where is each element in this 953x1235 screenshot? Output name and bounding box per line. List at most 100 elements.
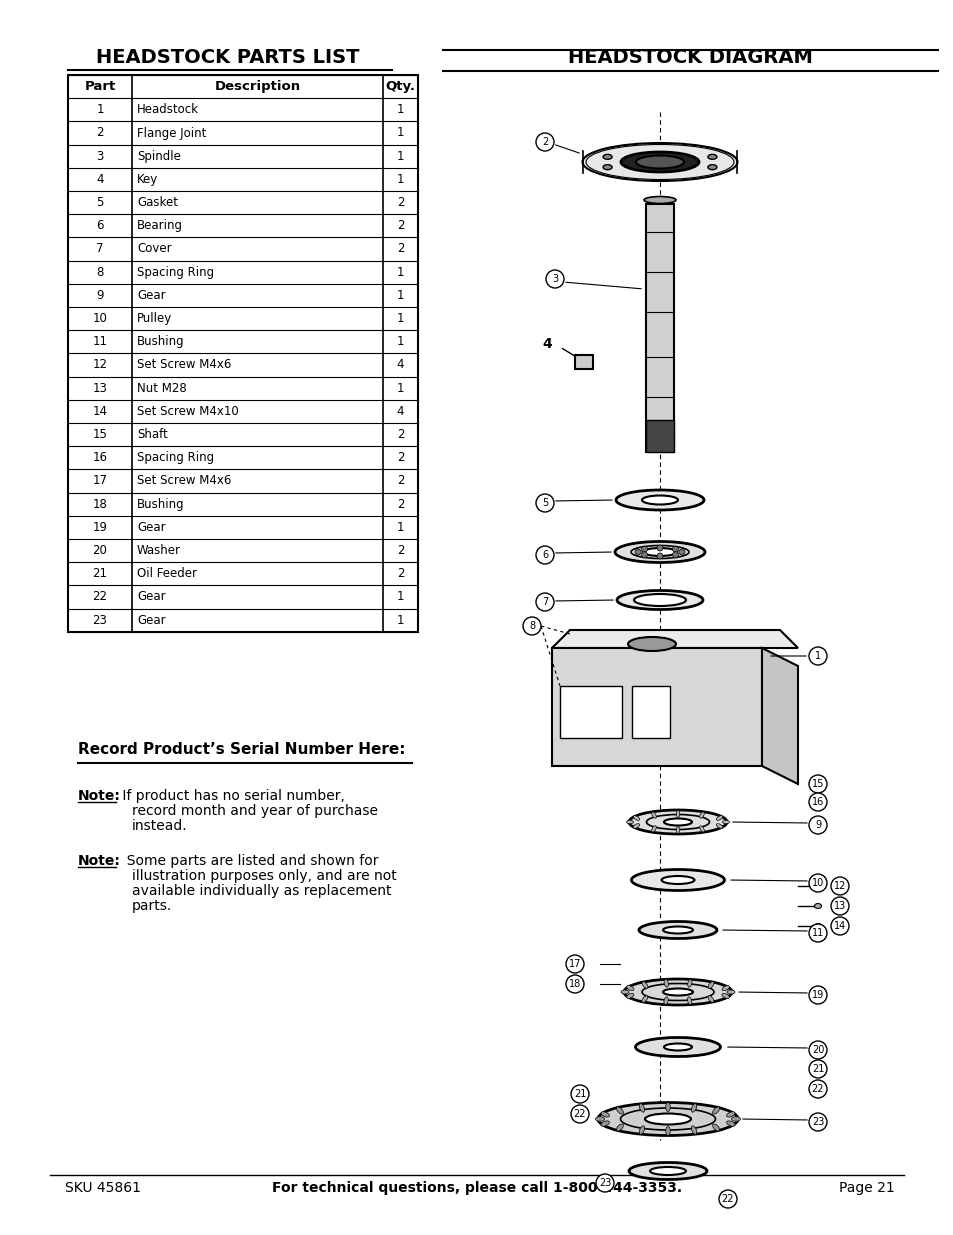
- Circle shape: [596, 1174, 614, 1192]
- Text: 2: 2: [396, 220, 404, 232]
- Polygon shape: [761, 648, 797, 784]
- Text: 20: 20: [92, 545, 108, 557]
- Text: 12: 12: [833, 881, 845, 890]
- Text: Shaft: Shaft: [137, 429, 168, 441]
- Circle shape: [808, 1079, 826, 1098]
- Text: If product has no serial number,: If product has no serial number,: [118, 789, 345, 803]
- Text: Spindle: Spindle: [137, 149, 181, 163]
- Circle shape: [808, 1041, 826, 1058]
- Text: 9: 9: [96, 289, 104, 301]
- Text: Bushing: Bushing: [137, 335, 185, 348]
- Text: parts.: parts.: [132, 899, 172, 913]
- Ellipse shape: [628, 1162, 706, 1179]
- Text: 1: 1: [396, 289, 404, 301]
- Text: 13: 13: [92, 382, 108, 395]
- Text: Key: Key: [137, 173, 158, 186]
- Ellipse shape: [712, 1107, 719, 1114]
- Text: Cover: Cover: [137, 242, 172, 256]
- Text: Part: Part: [84, 80, 115, 93]
- Text: 1: 1: [96, 104, 104, 116]
- Ellipse shape: [663, 819, 691, 825]
- Bar: [68, 75, 417, 632]
- Text: 1: 1: [396, 173, 404, 186]
- Ellipse shape: [651, 826, 656, 832]
- Ellipse shape: [600, 1121, 609, 1126]
- Ellipse shape: [639, 1104, 644, 1113]
- Circle shape: [808, 986, 826, 1004]
- Text: 23: 23: [811, 1116, 823, 1128]
- Ellipse shape: [665, 1126, 670, 1135]
- Text: 3: 3: [552, 274, 558, 284]
- Text: 11: 11: [811, 927, 823, 939]
- Ellipse shape: [623, 979, 731, 1005]
- Ellipse shape: [687, 997, 691, 1005]
- Ellipse shape: [600, 1112, 609, 1118]
- Ellipse shape: [707, 164, 716, 169]
- Ellipse shape: [628, 810, 726, 834]
- Circle shape: [565, 955, 583, 973]
- Ellipse shape: [595, 1116, 604, 1121]
- Circle shape: [672, 546, 678, 552]
- Text: Set Screw M4x6: Set Screw M4x6: [137, 474, 232, 488]
- Ellipse shape: [644, 1114, 690, 1125]
- Text: Spacing Ring: Spacing Ring: [137, 266, 213, 279]
- Text: 19: 19: [92, 521, 108, 534]
- Text: Oil Feeder: Oil Feeder: [137, 567, 196, 580]
- Ellipse shape: [641, 982, 647, 988]
- Circle shape: [635, 550, 640, 555]
- Ellipse shape: [626, 993, 633, 998]
- Text: 2: 2: [396, 545, 404, 557]
- Text: 19: 19: [811, 990, 823, 1000]
- Bar: [559, 685, 621, 739]
- Ellipse shape: [707, 154, 716, 159]
- Ellipse shape: [639, 1126, 644, 1134]
- Text: 11: 11: [92, 335, 108, 348]
- Ellipse shape: [641, 495, 678, 505]
- Text: 23: 23: [598, 1178, 611, 1188]
- Ellipse shape: [665, 1103, 670, 1112]
- Circle shape: [672, 552, 678, 558]
- Ellipse shape: [721, 820, 729, 824]
- Text: record month and year of purchase: record month and year of purchase: [132, 804, 377, 818]
- Text: Bushing: Bushing: [137, 498, 185, 511]
- Ellipse shape: [615, 541, 704, 562]
- Text: 17: 17: [92, 474, 108, 488]
- Ellipse shape: [602, 154, 612, 159]
- Text: 4: 4: [541, 337, 551, 351]
- Text: 17: 17: [568, 960, 580, 969]
- Circle shape: [808, 816, 826, 834]
- Text: 22: 22: [811, 1084, 823, 1094]
- Text: 3: 3: [96, 149, 104, 163]
- Text: 8: 8: [96, 266, 104, 279]
- Circle shape: [640, 552, 647, 558]
- Ellipse shape: [707, 982, 713, 988]
- Ellipse shape: [620, 990, 628, 994]
- Ellipse shape: [616, 1107, 623, 1114]
- Text: 4: 4: [96, 173, 104, 186]
- Text: 2: 2: [396, 429, 404, 441]
- Text: instead.: instead.: [132, 819, 188, 832]
- Text: 4: 4: [396, 358, 404, 372]
- Ellipse shape: [726, 1121, 735, 1126]
- Circle shape: [808, 924, 826, 942]
- Text: 10: 10: [811, 878, 823, 888]
- Text: For technical questions, please call 1-800-444-3353.: For technical questions, please call 1-8…: [272, 1181, 681, 1195]
- Text: 1: 1: [396, 590, 404, 604]
- Ellipse shape: [691, 1104, 696, 1113]
- Ellipse shape: [643, 548, 676, 556]
- Ellipse shape: [633, 815, 639, 820]
- Ellipse shape: [626, 986, 634, 990]
- Text: Gear: Gear: [137, 614, 166, 626]
- Ellipse shape: [617, 590, 702, 610]
- Text: 22: 22: [573, 1109, 586, 1119]
- Ellipse shape: [616, 1124, 623, 1131]
- Circle shape: [808, 1113, 826, 1131]
- Ellipse shape: [676, 826, 679, 834]
- Ellipse shape: [641, 995, 647, 1003]
- Ellipse shape: [699, 811, 703, 819]
- Text: 4: 4: [396, 405, 404, 417]
- Text: 2: 2: [96, 126, 104, 140]
- Ellipse shape: [626, 820, 633, 824]
- Ellipse shape: [631, 869, 723, 890]
- Ellipse shape: [691, 1126, 696, 1134]
